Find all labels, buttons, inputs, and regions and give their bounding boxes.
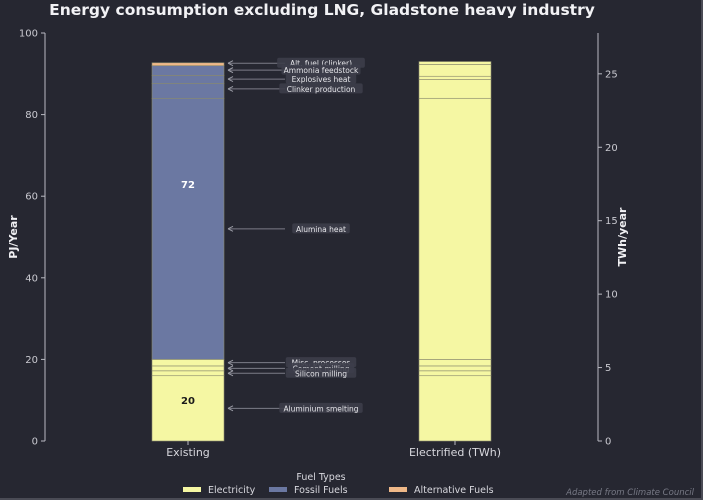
annotation-arrowhead (227, 370, 234, 377)
bar-segment (418, 97, 492, 360)
left-tick-label: 0 (32, 437, 38, 448)
right-tick-label: 5 (605, 363, 611, 374)
legend: Fuel Types Electricity Fossil Fuels Altern… (183, 472, 494, 496)
right-tick-label: 20 (605, 143, 618, 154)
annotation: Silicon milling (227, 367, 357, 378)
right-tick-label: 10 (605, 290, 618, 301)
annotation-label: Alumina heat (296, 225, 346, 234)
bar-segment (418, 375, 492, 442)
annotation-box (279, 83, 363, 94)
annotation-label: Aluminium smelting (283, 404, 358, 413)
annotation-box (292, 223, 350, 234)
annotation-label: Clinker production (287, 85, 356, 94)
bar-total-label: 20 (181, 396, 195, 407)
bar-segment (151, 365, 225, 372)
bar-segment (418, 64, 492, 77)
left-tick-label: 40 (25, 273, 38, 284)
bar-segment (151, 62, 225, 66)
annotation-arrowhead (227, 60, 234, 67)
annotations: Alt. fuel (clinker)Ammonia feedstockExpl… (227, 57, 365, 413)
bar-segment (151, 370, 225, 377)
bar-segment (418, 365, 492, 372)
annotation-label: Explosives heat (292, 75, 351, 84)
annotation-box (285, 73, 357, 84)
annotation-arrowhead (227, 225, 234, 232)
legend-label: Alternative Fuels (414, 485, 494, 496)
annotation: Ammonia feedstock (227, 64, 361, 75)
left-y-axis: 0 20 40 60 80 100 (19, 29, 46, 448)
legend-label: Fossil Fuels (294, 485, 348, 496)
bar-segment (418, 359, 492, 367)
annotation: Aluminium smelting (227, 402, 363, 413)
annotation-arrowhead (227, 365, 234, 372)
annotation: Explosives heat (227, 73, 357, 84)
bar-segment (151, 97, 225, 360)
legend-swatch (389, 487, 407, 492)
right-tick-label: 0 (605, 437, 611, 448)
bar-segment (151, 375, 225, 442)
annotation-arrowhead (227, 67, 234, 74)
legend-item: Electricity (183, 485, 256, 496)
legend-item: Alternative Fuels (389, 485, 494, 496)
legend-swatch (183, 487, 201, 492)
x-category-label: Electrified (TWh) (409, 446, 501, 459)
bar-segment (418, 75, 492, 80)
y-axis-label-right: TWh/year (616, 207, 629, 267)
right-tick-label: 15 (605, 216, 618, 227)
bar-total-label: 72 (181, 180, 195, 191)
bar-segment (151, 359, 225, 367)
bar-segment (151, 75, 225, 84)
bar-segment (418, 79, 492, 99)
right-y-axis: 0 5 10 15 20 25 (597, 33, 618, 448)
annotation: Alumina heat (227, 223, 350, 234)
left-tick-label: 60 (25, 192, 38, 203)
legend-label: Electricity (208, 485, 256, 496)
x-axis-categories: Existing Electrified (TWh) (166, 441, 501, 459)
legend-item: Fossil Fuels (269, 485, 348, 496)
left-tick-label: 80 (25, 110, 38, 121)
annotation-label: Ammonia feedstock (284, 66, 359, 75)
annotation-arrowhead (227, 359, 234, 366)
bar-segment (151, 65, 225, 76)
chart-title: Energy consumption excluding LNG, Gladst… (49, 1, 595, 19)
annotation-arrowhead (227, 85, 234, 92)
bar-segment (151, 83, 225, 99)
annotation-box (281, 64, 361, 75)
left-tick-label: 20 (25, 355, 38, 366)
annotation-label: Alt. fuel (clinker) (290, 59, 352, 68)
x-category-label: Existing (166, 446, 210, 459)
y-axis-label-left: PJ/Year (7, 215, 20, 259)
annotation: Clinker production (227, 83, 363, 94)
legend-title: Fuel Types (296, 472, 345, 483)
annotation-box (285, 367, 357, 378)
credit-text: Adapted from Climate Council (565, 488, 694, 498)
annotation-box (279, 402, 363, 413)
bar-segment (418, 370, 492, 377)
right-tick-label: 25 (605, 69, 618, 80)
annotation-label: Silicon milling (295, 369, 347, 378)
annotation-arrowhead (227, 405, 234, 412)
annotation-arrowhead (227, 76, 234, 83)
bar-segment (418, 61, 492, 65)
legend-swatch (269, 487, 287, 492)
bar-stack-electrified (418, 61, 492, 442)
left-tick-label: 100 (19, 29, 38, 40)
